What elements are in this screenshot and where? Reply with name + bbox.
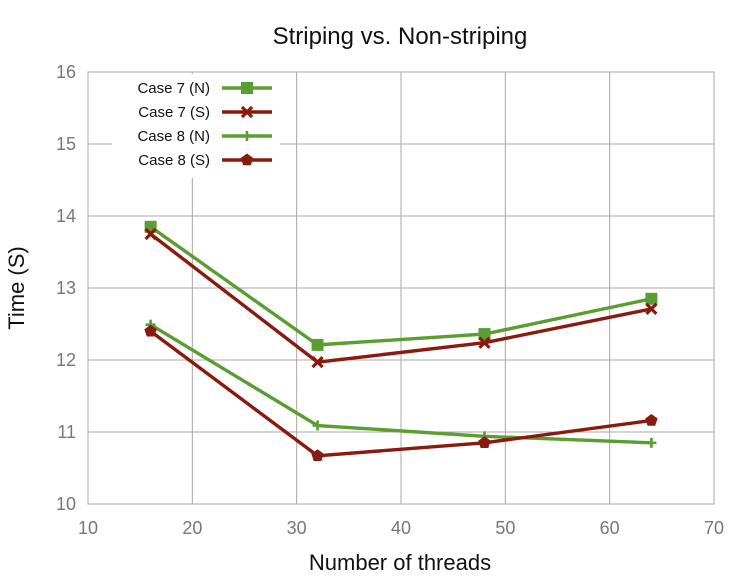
x-axis-ticks: 10 20 30 40 50 60 70 — [78, 518, 724, 538]
x-tick-label: 60 — [600, 518, 620, 538]
data-point — [645, 302, 658, 316]
series-line — [149, 329, 652, 458]
legend-item: Case 7 (N) — [137, 80, 272, 97]
x-axis-label: Number of threads — [309, 550, 491, 575]
legend-label: Case 8 (S) — [138, 152, 210, 169]
series-group — [144, 220, 658, 462]
y-tick-label: 15 — [56, 134, 76, 154]
legend-marker — [240, 105, 254, 119]
x-tick-label: 70 — [704, 518, 724, 538]
series-2 — [144, 227, 658, 369]
series-4 — [144, 324, 658, 462]
data-point — [311, 338, 324, 351]
legend-item: Case 7 (S) — [138, 104, 272, 121]
y-axis-ticks: 10 11 12 13 14 15 16 — [56, 62, 76, 514]
plot-frame — [87, 71, 715, 505]
x-tick-label: 20 — [182, 518, 202, 538]
grid — [87, 71, 715, 505]
y-tick-label: 12 — [56, 350, 76, 370]
data-point — [144, 227, 157, 241]
data-point — [478, 436, 491, 449]
data-point — [311, 449, 324, 462]
legend-label: Case 7 (S) — [138, 104, 210, 121]
data-point — [312, 420, 323, 431]
legend: Case 7 (N) Case 7 (S) Case 8 (N) Case 8 (S) — [112, 74, 280, 178]
series-line — [149, 232, 652, 364]
legend-marker — [242, 131, 252, 141]
legend-marker — [240, 153, 254, 166]
legend-label: Case 8 (N) — [137, 128, 210, 145]
y-tick-label: 13 — [56, 278, 76, 298]
data-point — [144, 324, 157, 337]
y-tick-label: 14 — [56, 206, 76, 226]
legend-marker — [241, 82, 253, 94]
x-tick-label: 30 — [287, 518, 307, 538]
legend-label: Case 7 (N) — [137, 80, 210, 97]
chart-title: Striping vs. Non-striping — [273, 23, 528, 50]
y-tick-label: 10 — [56, 494, 76, 514]
series-line — [149, 323, 652, 445]
y-tick-label: 11 — [57, 422, 76, 442]
legend-item: Case 8 (S) — [138, 152, 272, 169]
x-tick-label: 50 — [495, 518, 515, 538]
legend-item: Case 8 (N) — [137, 128, 272, 145]
data-point — [478, 336, 491, 349]
y-axis-label: Time (S) — [4, 246, 29, 330]
x-tick-label: 10 — [78, 518, 98, 538]
data-point — [645, 413, 658, 426]
y-tick-label: 16 — [56, 62, 76, 82]
x-tick-label: 40 — [391, 518, 411, 538]
data-point — [646, 437, 657, 448]
data-point — [645, 292, 658, 305]
data-point — [478, 328, 491, 341]
series-line — [149, 225, 652, 347]
data-point — [311, 356, 324, 369]
